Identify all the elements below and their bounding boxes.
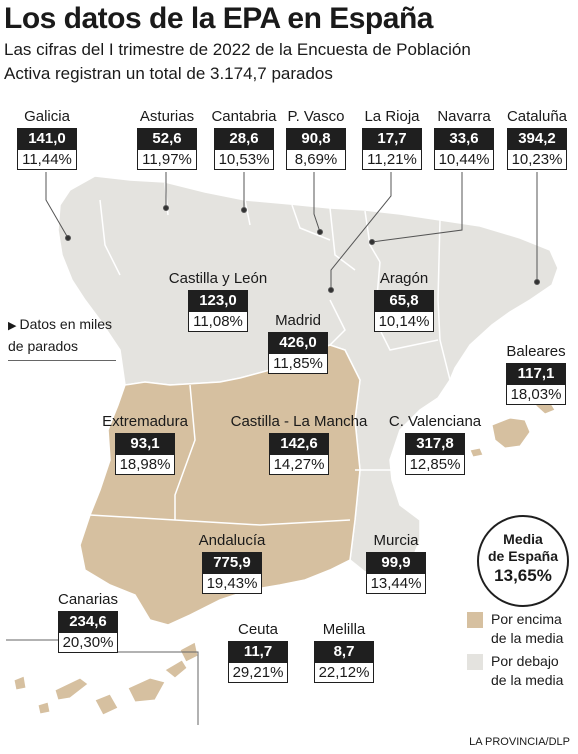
region-value: 90,8 — [286, 128, 346, 149]
region-percentage: 29,21% — [228, 662, 288, 683]
region-value: 65,8 — [374, 290, 434, 311]
national-average-badge: Media de España 13,65% — [477, 515, 569, 607]
region-percentage: 11,85% — [268, 353, 328, 374]
region-aragon: Aragón 65,8 10,14% — [368, 270, 440, 332]
region-value: 775,9 — [202, 552, 262, 573]
region-name: Asturias — [139, 108, 195, 125]
region-c-valenciana: C. Valenciana 317,8 12,85% — [383, 413, 487, 475]
region-value: 317,8 — [405, 433, 465, 454]
region-name: P. Vasco — [287, 108, 345, 125]
region-name: Baleares — [506, 343, 566, 360]
region-name: Aragón — [379, 270, 429, 287]
region-value: 234,6 — [58, 611, 118, 632]
region-value: 17,7 — [362, 128, 422, 149]
region-value: 117,1 — [506, 363, 566, 384]
region-value: 141,0 — [17, 128, 77, 149]
region-percentage: 10,14% — [374, 311, 434, 332]
region-baleares: Baleares 117,1 18,03% — [500, 343, 572, 405]
region-percentage: 10,44% — [434, 149, 494, 170]
region-name: Canarias — [57, 591, 119, 608]
region-percentage: 14,27% — [269, 454, 329, 475]
region-value: 123,0 — [188, 290, 248, 311]
region-percentage: 12,85% — [405, 454, 465, 475]
region-percentage: 8,69% — [286, 149, 346, 170]
map-baleares — [469, 401, 556, 458]
region-percentage: 18,98% — [115, 454, 175, 475]
region-navarra: Navarra 33,6 10,44% — [428, 108, 500, 170]
legend-label: Por encima de la media — [491, 611, 564, 646]
region-name: Murcia — [373, 532, 419, 549]
region-percentage: 11,21% — [362, 149, 422, 170]
region-value: 142,6 — [269, 433, 329, 454]
region-value: 426,0 — [268, 332, 328, 353]
region-name: Cataluña — [506, 108, 568, 125]
subtitle-line-1: Las cifras del I trimestre de 2022 de la… — [4, 40, 471, 59]
region-galicia: Galicia 141,0 11,44% — [11, 108, 83, 170]
region-name: Castilla y León — [168, 270, 268, 287]
region-value: 99,9 — [366, 552, 426, 573]
region-name: Navarra — [437, 108, 491, 125]
region-name: Extremadura — [102, 413, 188, 430]
average-label-line-2: de España — [487, 548, 559, 564]
region-name: C. Valenciana — [388, 413, 482, 430]
region-name: Madrid — [275, 312, 321, 329]
region-percentage: 19,43% — [202, 573, 262, 594]
region-value: 93,1 — [115, 433, 175, 454]
region-percentage: 11,08% — [188, 311, 248, 332]
region-name: La Rioja — [364, 108, 420, 125]
region-cataluna: Cataluña 394,2 10,23% — [501, 108, 573, 170]
region-value: 33,6 — [434, 128, 494, 149]
region-extremadura: Extremadura 93,1 18,98% — [90, 413, 200, 475]
units-note-text: Datos en miles de parados — [8, 316, 113, 354]
legend-label: Por debajo de la media — [491, 653, 564, 688]
region-name: Andalucía — [198, 532, 266, 549]
region-cantabria: Cantabria 28,6 10,53% — [208, 108, 280, 170]
region-percentage: 11,44% — [17, 149, 77, 170]
region-andalucia: Andalucía 775,9 19,43% — [190, 532, 274, 594]
legend-swatch — [467, 654, 483, 670]
region-percentage: 22,12% — [314, 662, 374, 683]
region-ceuta: Ceuta 11,7 29,21% — [222, 621, 294, 683]
region-pais-vasco: P. Vasco 90,8 8,69% — [280, 108, 352, 170]
region-melilla: Melilla 8,7 22,12% — [308, 621, 380, 683]
region-name: Galicia — [24, 108, 70, 125]
source-credit: LA PROVINCIA/DLP — [469, 736, 570, 748]
arrow-right-icon: ▶ — [8, 320, 17, 332]
region-value: 394,2 — [507, 128, 567, 149]
region-percentage: 18,03% — [506, 384, 566, 405]
average-value: 13,65% — [494, 566, 552, 585]
page-title: Los datos de la EPA en España — [4, 2, 433, 35]
legend-above-average: Por encima de la media — [467, 610, 572, 648]
region-value: 11,7 — [228, 641, 288, 662]
region-murcia: Murcia 99,9 13,44% — [360, 532, 432, 594]
region-canarias: Canarias 234,6 20,30% — [52, 591, 124, 653]
region-castilla-la-mancha: Castilla - La Mancha 142,6 14,27% — [218, 413, 380, 475]
region-name: Castilla - La Mancha — [230, 413, 368, 430]
region-value: 28,6 — [214, 128, 274, 149]
region-percentage: 20,30% — [58, 632, 118, 653]
region-name: Ceuta — [237, 621, 279, 638]
legend-swatch — [467, 612, 483, 628]
region-la-rioja: La Rioja 17,7 11,21% — [356, 108, 428, 170]
region-percentage: 10,53% — [214, 149, 274, 170]
map-borders — [89, 182, 451, 526]
units-note: ▶ Datos en miles de parados — [8, 314, 116, 361]
region-percentage: 13,44% — [366, 573, 426, 594]
region-name: Melilla — [322, 621, 366, 638]
region-percentage: 10,23% — [507, 149, 567, 170]
region-value: 52,6 — [137, 128, 197, 149]
subtitle-line-2: Activa registran un total de 3.174,7 par… — [4, 64, 333, 83]
region-name: Cantabria — [211, 108, 277, 125]
region-castilla-y-leon: Castilla y León 123,0 11,08% — [158, 270, 278, 332]
average-label-line-1: Media — [503, 531, 543, 547]
region-madrid: Madrid 426,0 11,85% — [262, 312, 334, 374]
region-percentage: 11,97% — [137, 149, 197, 170]
leader-lines — [45, 172, 540, 293]
region-asturias: Asturias 52,6 11,97% — [131, 108, 203, 170]
region-value: 8,7 — [314, 641, 374, 662]
legend-below-average: Por debajo de la media — [467, 652, 572, 690]
